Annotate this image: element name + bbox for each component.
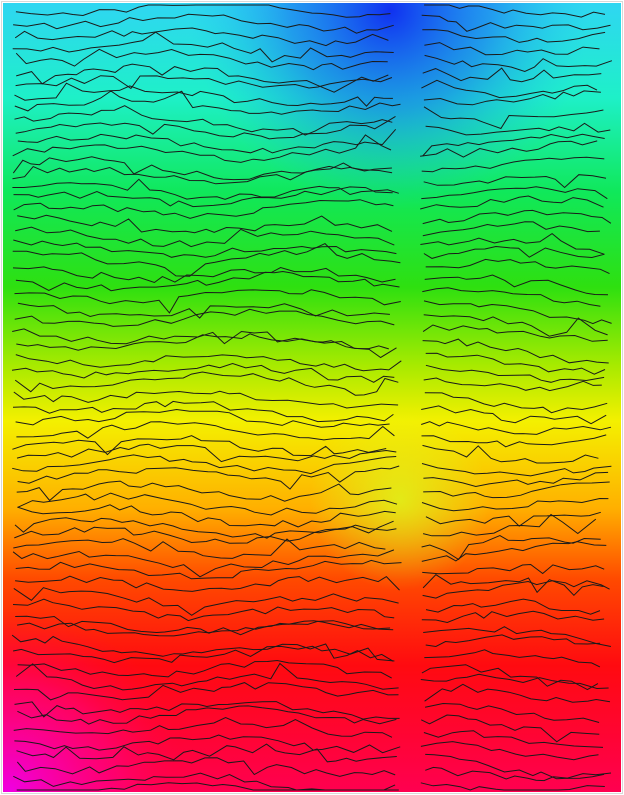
contour-map — [0, 0, 624, 795]
page: (() => { const data = JSON.parse(documen… — [0, 0, 624, 795]
